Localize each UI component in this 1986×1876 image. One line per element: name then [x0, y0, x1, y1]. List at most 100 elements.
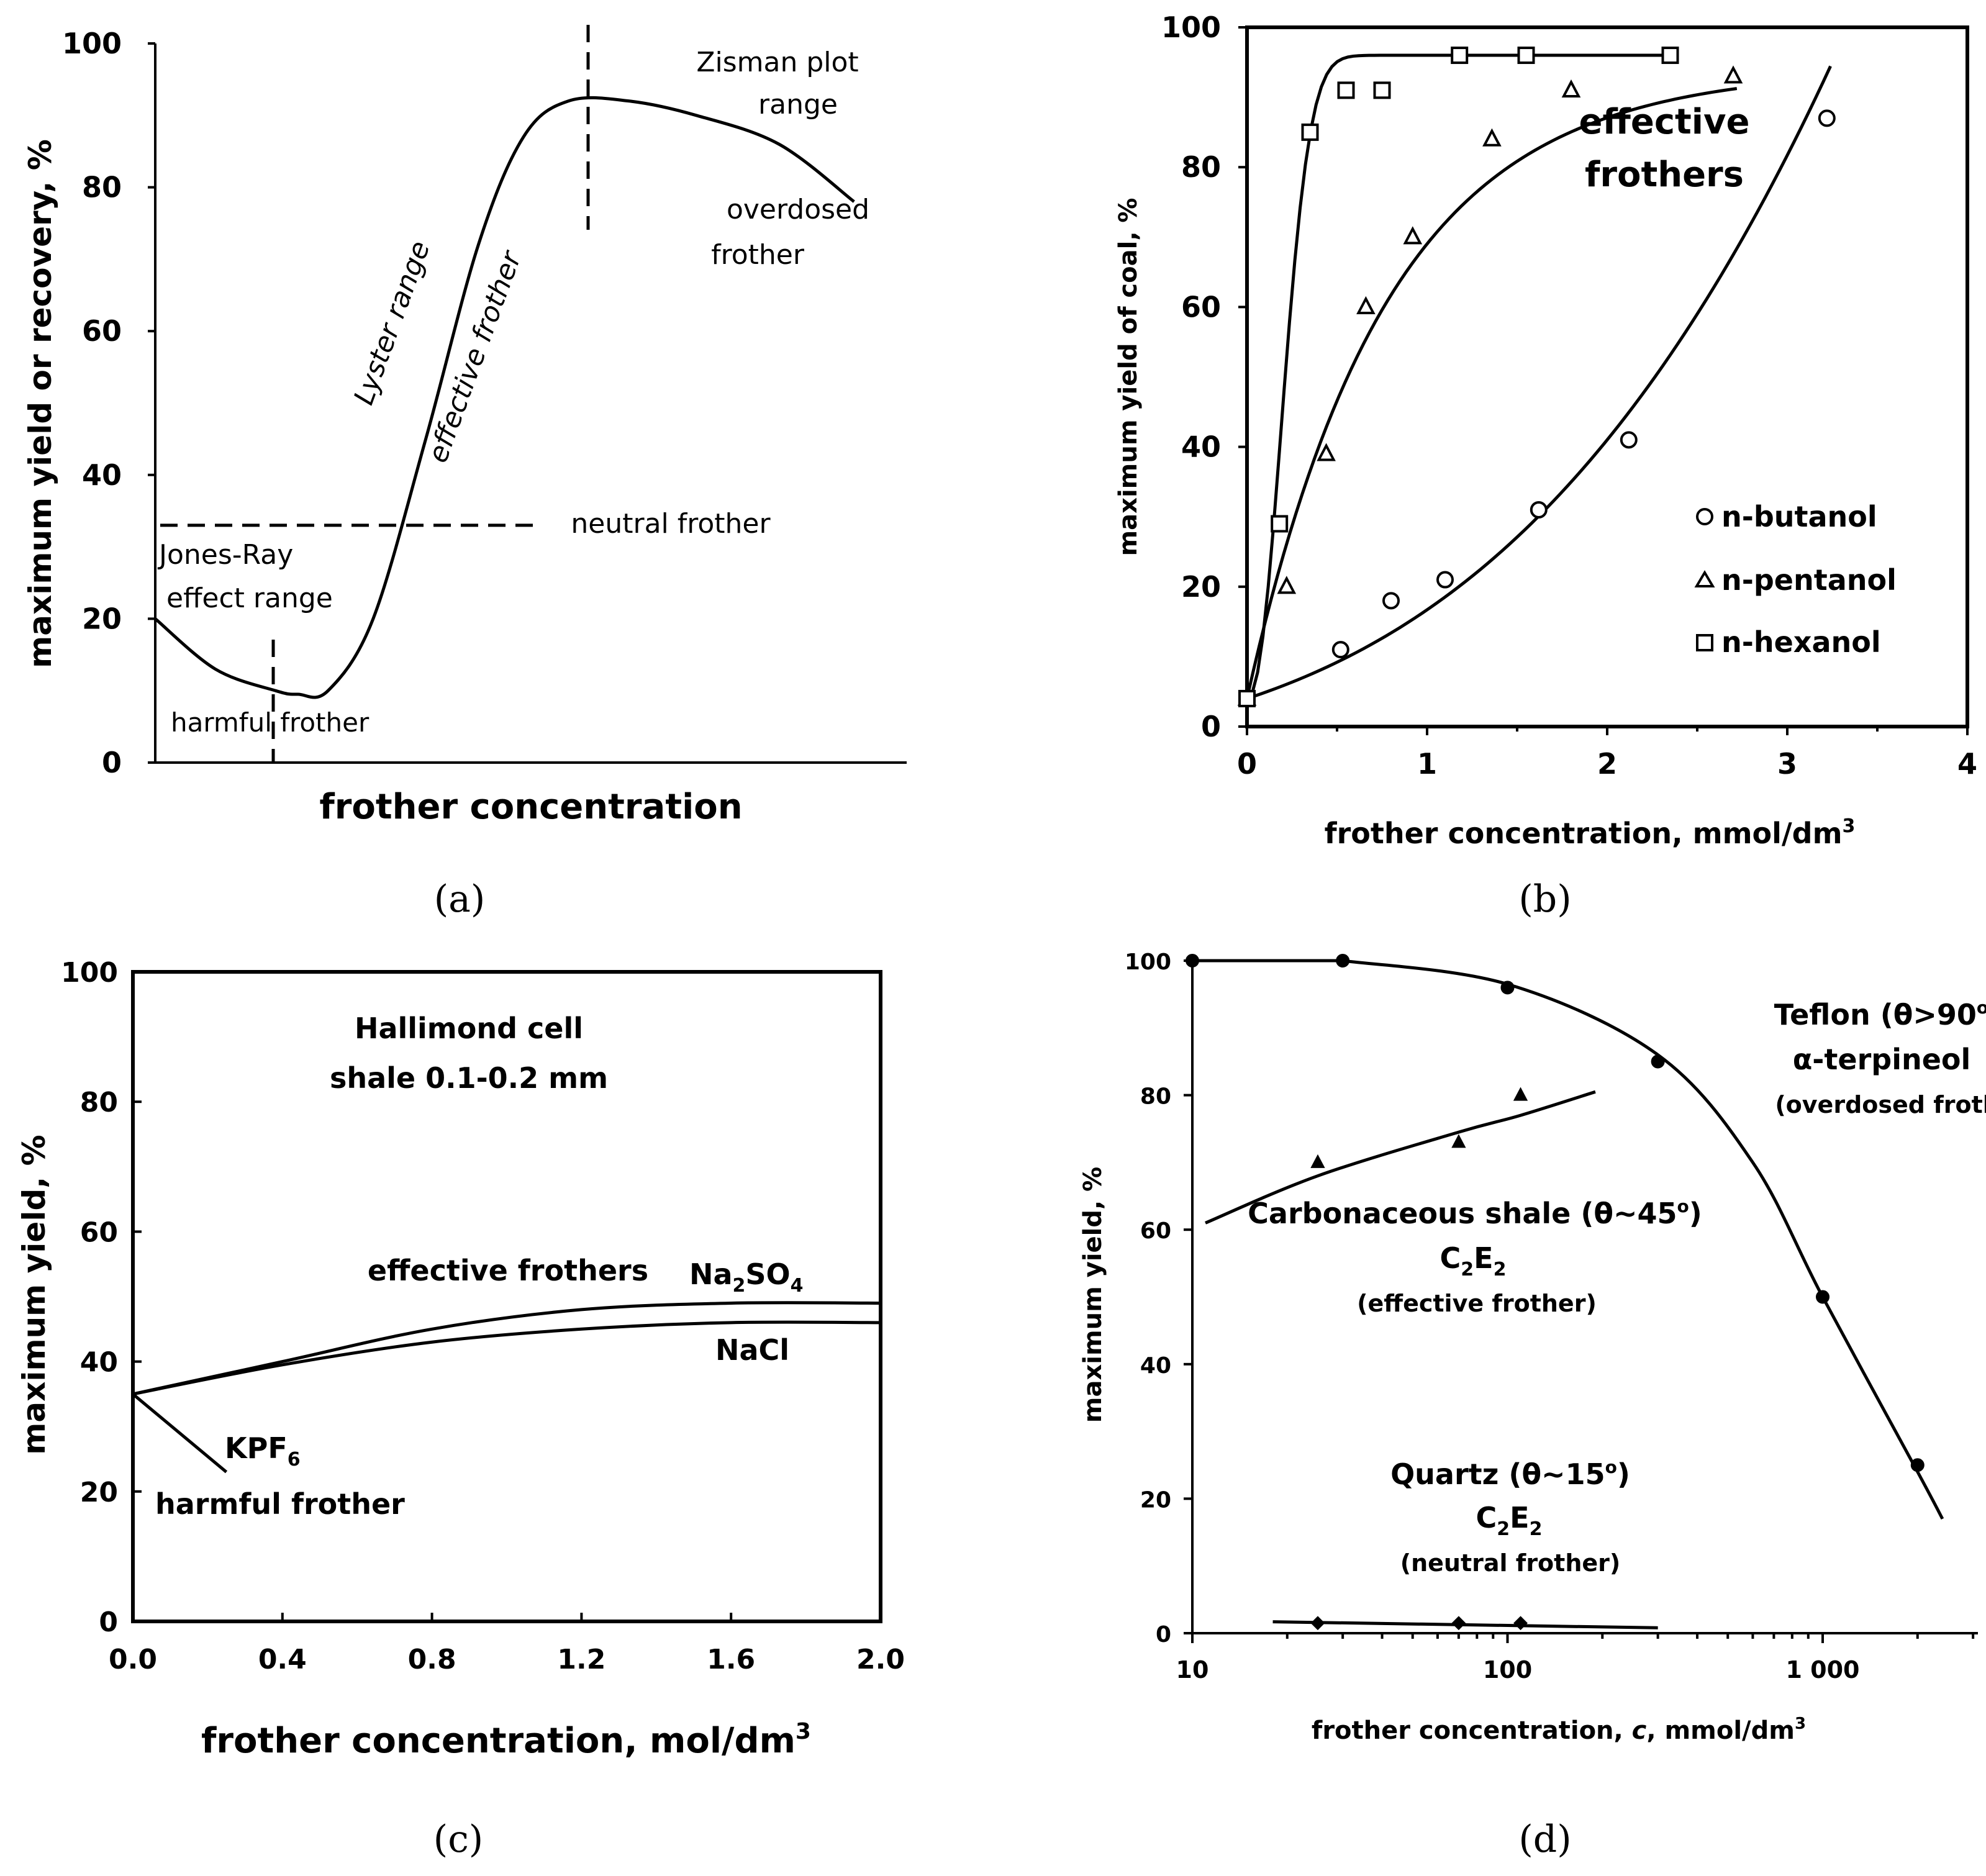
b-point-n-hexanol [1271, 515, 1289, 533]
d-x-tick-label: 100 [1483, 1656, 1532, 1683]
b-point-n-hexanol [1337, 81, 1355, 99]
d-point-circle [1816, 1290, 1830, 1304]
d-quartz-sup: o [1605, 1457, 1617, 1477]
d-x-tick-label: 1 000 [1786, 1656, 1860, 1683]
a-effective-frother-label: effective frother [422, 246, 528, 467]
b-point-n-butanol [1530, 501, 1548, 519]
d-x-axis-title-unit: , mmol/dm [1646, 1716, 1795, 1745]
c-x-axis-title: frother concentration, mol/dm3 [201, 1719, 811, 1761]
d-c2e2-2-c: C [1476, 1501, 1497, 1534]
d-neutral-frother-label: (neutral frother) [1400, 1549, 1621, 1577]
b-fit-n-pentanol [1245, 87, 1738, 699]
c-y-axis-title: maximum yield, % [16, 1135, 52, 1455]
c-x-tick-label: 0.8 [408, 1644, 456, 1675]
b-point-n-pentanol [1277, 576, 1297, 594]
b-y-tick-label: 20 [1181, 570, 1221, 604]
d-c2e2-label-2: C2E2 [1476, 1501, 1543, 1540]
b-x-tick-label: 4 [1957, 747, 1977, 781]
d-axis-ticks: 10 100 1 000 0 20 40 60 80 100 [1125, 949, 1975, 1683]
d-carbon-end: ) [1689, 1197, 1702, 1230]
a-harmful-frother-label: harmful frother [171, 707, 370, 738]
d-quartz-line [1272, 1620, 1658, 1629]
b-y-axis-title: maximum yield of coal, % [1114, 197, 1143, 556]
b-point-n-hexanol [1301, 123, 1319, 141]
b-point-n-hexanol [1451, 47, 1469, 65]
d-point-diamond [1513, 1616, 1528, 1631]
d-terpineol-label: α-terpineol [1793, 1043, 1971, 1076]
d-y-tick-label: 40 [1140, 1353, 1171, 1379]
d-point-triangle [1513, 1087, 1528, 1101]
a-y-tick-label: 40 [82, 458, 122, 492]
b-x-tick-label: 1 [1417, 747, 1437, 781]
c-effective-frothers-label: effective frothers [368, 1254, 648, 1287]
c-kpf6-sub-6: 6 [288, 1449, 301, 1470]
d-point-circle [1186, 954, 1199, 967]
a-y-tick-label: 60 [82, 314, 122, 348]
c-x-tick-label: 1.2 [557, 1644, 605, 1675]
d-y-tick-label: 60 [1140, 1218, 1171, 1244]
b-point-n-pentanol [1561, 79, 1581, 97]
a-y-tick-label: 100 [62, 27, 122, 60]
d-overdosed-label: (overdosed frother) [1775, 1091, 1986, 1118]
c-kpf6-label: KPF6 [225, 1431, 301, 1470]
d-y-tick-label: 20 [1140, 1487, 1171, 1513]
d-point-diamond [1451, 1616, 1466, 1631]
b-fit-n-hexanol [1246, 53, 1672, 700]
c-harmful-frother-label: harmful frother [155, 1487, 405, 1521]
b-point-n-hexanol [1661, 47, 1679, 65]
b-legend-circle-marker [1696, 508, 1713, 525]
c-x-axis-title-main: frother concentration, mol/dm [201, 1721, 796, 1761]
a-y-axis-title: maximum yield or recovery, % [22, 139, 58, 668]
d-teflon-sup: o [1977, 997, 1986, 1018]
a-zisman-label-1: Zisman plot [696, 47, 858, 78]
d-c2e2-1-e: E [1474, 1241, 1493, 1275]
d-x-axis-title-main: frother concentration, [1312, 1716, 1632, 1745]
b-legend-n-pentanol: n-pentanol [1721, 563, 1897, 597]
c-plot-frame [131, 970, 882, 1623]
c-na2so4-part-so: SO [745, 1257, 790, 1291]
b-point-n-butanol [1620, 431, 1638, 449]
b-data-marks [1237, 47, 1836, 707]
a-y-tick-label: 20 [82, 602, 122, 635]
b-legend-triangle-marker [1694, 570, 1715, 587]
b-point-n-hexanol [1373, 81, 1391, 99]
d-x-axis-title-sup: 3 [1795, 1715, 1806, 1733]
d-point-triangle [1310, 1154, 1325, 1168]
a-y-tick-label: 0 [102, 746, 122, 779]
d-y-axis-title: maximum yield, % [1079, 1167, 1107, 1423]
c-na2so4-sub-4: 4 [791, 1275, 804, 1297]
a-jones-ray-label-1: Jones-Ray [157, 539, 293, 571]
c-y-tick-label: 80 [80, 1087, 118, 1118]
b-x-tick-label: 0 [1237, 747, 1257, 781]
d-data-marks [1186, 954, 1944, 1631]
c-x-tick-label: 0.0 [109, 1644, 157, 1675]
b-point-n-butanol [1818, 109, 1836, 127]
c-shale-label: shale 0.1-0.2 mm [330, 1061, 608, 1095]
a-lyster-range-label: Lyster range [348, 237, 436, 409]
c-series-lines [132, 1301, 881, 1474]
b-point-n-pentanol [1482, 128, 1502, 147]
d-point-triangle [1451, 1134, 1466, 1148]
d-shale-curve [1205, 1090, 1596, 1225]
d-teflon-label: Teflon (θ>90o) [1774, 997, 1986, 1031]
panel-c: 0.0 0.4 0.8 1.2 1.6 2.0 0 20 40 60 80 100 maximum y… [16, 957, 905, 1861]
b-x-axis-title-sup: 3 [1843, 815, 1856, 837]
b-y-tick-label: 60 [1181, 290, 1221, 324]
d-point-circle [1910, 1458, 1925, 1472]
d-c2e2-2-sub-a: 2 [1497, 1518, 1510, 1540]
b-point-n-butanol [1331, 641, 1349, 659]
b-point-n-butanol [1436, 571, 1454, 589]
c-axis-ticks: 0.0 0.4 0.8 1.2 1.6 2.0 0 20 40 60 80 100 [61, 957, 905, 1675]
a-jones-ray-label-2: effect range [166, 582, 333, 614]
d-teflon-text: Teflon (θ>90 [1774, 998, 1977, 1031]
b-effective-label-1: effective [1579, 102, 1750, 142]
b-point-n-hexanol [1238, 689, 1256, 707]
c-x-axis-title-sup: 3 [796, 1719, 811, 1744]
d-c2e2-label-1: C2E2 [1440, 1241, 1507, 1280]
b-x-axis-title-main: frother concentration, mmol/dm [1325, 817, 1843, 850]
b-y-tick-label: 100 [1161, 11, 1221, 44]
d-point-circle [1500, 981, 1515, 995]
b-y-tick-label: 40 [1181, 430, 1221, 464]
